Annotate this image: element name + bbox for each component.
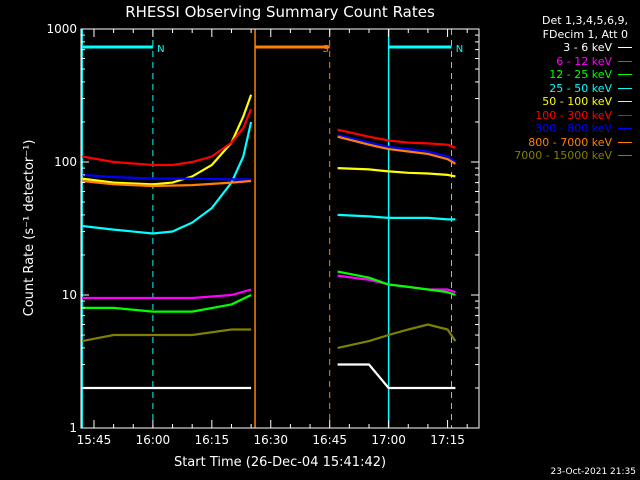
series-line xyxy=(337,270,456,297)
legend-entry: 6 - 12 keV xyxy=(482,55,632,69)
x-axis-label: Start Time (26-Dec-04 15:41:42) xyxy=(174,455,386,470)
legend-entry: 100 - 300 keV xyxy=(482,109,632,123)
timestamp: 23-Oct-2021 21:35 xyxy=(550,467,636,477)
series-line xyxy=(82,108,253,167)
legend-swatch xyxy=(618,128,632,130)
y-axis: 1 10 100 1000 xyxy=(46,22,479,435)
legend-header-line-1: Det 1,3,4,5,6,9, xyxy=(541,14,628,27)
series-line xyxy=(82,94,253,186)
legend-entry: 3 - 6 keV xyxy=(482,41,632,55)
legend-swatch xyxy=(618,87,632,89)
legend-header-line-2: FDecim 1, Att 0 xyxy=(542,27,628,41)
y-tick-label: 10 xyxy=(62,288,77,302)
legend-label: 50 - 100 keV xyxy=(542,95,612,108)
legend: Det 1,3,4,5,6,9, FDecim 1, Att 0 3 - 6 k… xyxy=(482,14,632,163)
legend-entry: 300 - 800 keV xyxy=(482,122,632,136)
annotation-label: N xyxy=(157,44,164,55)
series-line xyxy=(337,213,456,221)
series-line xyxy=(337,133,457,163)
series-line xyxy=(337,323,457,349)
legend-label: 12 - 25 keV xyxy=(549,68,612,81)
y-tick-label: 1000 xyxy=(46,22,77,36)
legend-label: 300 - 800 keV xyxy=(535,122,612,135)
y-tick-label: 100 xyxy=(54,155,77,169)
legend-label: 25 - 50 keV xyxy=(549,81,612,95)
legend-label: 7000 - 15000 keV xyxy=(514,149,612,162)
plot-area: N NS xyxy=(81,29,463,428)
x-tick-label: 17:00 xyxy=(371,433,406,447)
x-tick-label: 16:15 xyxy=(195,433,230,447)
x-tick-label: 16:30 xyxy=(253,433,288,447)
series-line xyxy=(337,128,456,149)
x-tick-label: 17:15 xyxy=(430,433,465,447)
annotation-label: N xyxy=(456,44,463,55)
legend-label: 6 - 12 keV xyxy=(556,54,612,68)
legend-swatch xyxy=(618,114,632,116)
legend-entry: 12 - 25 keV xyxy=(482,68,632,82)
annotation-label: S xyxy=(323,44,329,55)
series-line xyxy=(337,167,456,178)
legend-label: 800 - 7000 keV xyxy=(528,135,612,149)
legend-swatch xyxy=(618,47,632,49)
axes-frame xyxy=(80,28,480,429)
legend-swatch xyxy=(618,74,632,76)
y-tick-label: 1 xyxy=(69,421,77,435)
y-axis-label: Count Rate (s⁻¹ detector⁻¹) xyxy=(22,140,37,317)
x-tick-label: 16:45 xyxy=(312,433,347,447)
series-line xyxy=(337,135,456,165)
chart-title: RHESSI Observing Summary Count Rates xyxy=(125,3,435,21)
series-line xyxy=(82,288,252,300)
legend-entry: 25 - 50 keV xyxy=(482,82,632,96)
x-tick-label: 15:45 xyxy=(77,433,112,447)
series-line xyxy=(82,173,252,181)
legend-swatch xyxy=(618,155,632,157)
series-line xyxy=(81,328,252,343)
legend-entry: 50 - 100 keV xyxy=(482,95,632,109)
series-line xyxy=(82,294,252,313)
x-tick-label: 16:00 xyxy=(136,433,171,447)
legend-entry: 7000 - 15000 keV xyxy=(482,149,632,163)
legend-swatch xyxy=(618,60,632,62)
series-line xyxy=(337,363,456,390)
series-line xyxy=(82,179,252,188)
legend-label: 100 - 300 keV xyxy=(535,108,612,122)
legend-label: 3 - 6 keV xyxy=(563,41,612,54)
legend-swatch xyxy=(618,101,632,103)
series-line xyxy=(82,121,253,235)
x-axis: 15:45 16:00 16:15 16:30 16:45 17:00 17:15 xyxy=(77,29,468,447)
legend-swatch xyxy=(618,141,632,143)
legend-entry: 800 - 7000 keV xyxy=(482,136,632,150)
